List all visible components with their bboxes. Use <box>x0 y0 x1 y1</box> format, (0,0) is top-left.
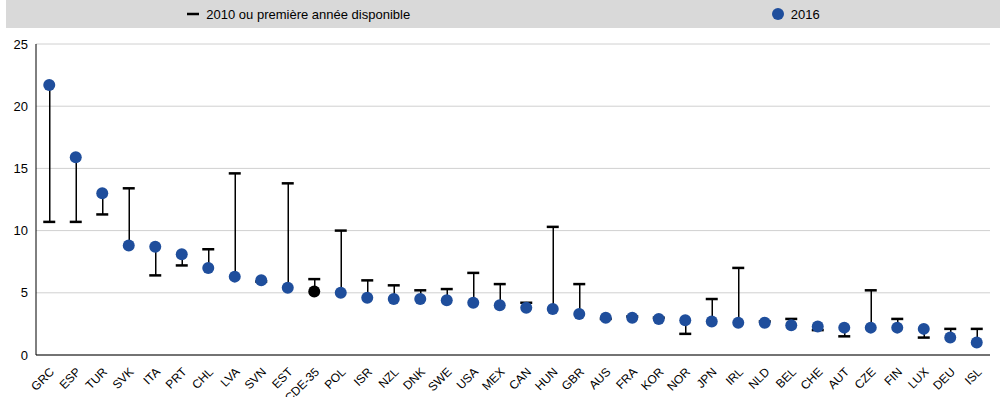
svg-text:DEU: DEU <box>930 365 958 393</box>
svg-text:ITA: ITA <box>141 365 163 387</box>
svg-text:GRC: GRC <box>28 365 57 394</box>
svg-text:15: 15 <box>14 161 28 176</box>
svg-text:NLD: NLD <box>746 365 773 392</box>
svg-text:JPN: JPN <box>694 365 720 391</box>
svg-text:NOR: NOR <box>664 365 693 394</box>
svg-text:CHL: CHL <box>189 365 216 392</box>
svg-text:AUT: AUT <box>825 364 852 391</box>
svg-text:MEX: MEX <box>479 365 507 393</box>
html-text:2010 ou première année disponi: 2010 ou première année disponible <box>206 6 411 22</box>
svg-text:CHE: CHE <box>798 365 826 393</box>
svg-text:IRL: IRL <box>723 365 746 388</box>
svg-text:SVK: SVK <box>110 365 137 392</box>
svg-text:ESP: ESP <box>57 365 84 392</box>
svg-text:20: 20 <box>14 99 28 114</box>
svg-text:ISL: ISL <box>962 365 985 388</box>
svg-text:10: 10 <box>14 223 28 238</box>
svg-text:25: 25 <box>14 37 28 52</box>
svg-text:HUN: HUN <box>532 365 560 393</box>
svg-text:NZL: NZL <box>376 365 402 391</box>
svg-text:BEL: BEL <box>773 365 799 391</box>
svg-text:FRA: FRA <box>613 365 640 392</box>
svg-text:USA: USA <box>454 365 481 392</box>
svg-text:PRT: PRT <box>163 364 190 391</box>
svg-text:ISR: ISR <box>351 365 375 389</box>
svg-text:TUR: TUR <box>83 365 111 393</box>
svg-text:LUX: LUX <box>905 365 931 391</box>
svg-text:DNK: DNK <box>400 365 428 393</box>
svg-text:5: 5 <box>21 285 28 300</box>
svg-text:SWE: SWE <box>425 365 454 394</box>
svg-text:0: 0 <box>21 348 28 363</box>
html-text:2016: 2016 <box>790 6 820 22</box>
svg-text:OCDE-35: OCDE-35 <box>275 365 322 397</box>
svg-text:KOR: KOR <box>638 365 667 394</box>
svg-text:CAN: CAN <box>506 365 534 393</box>
svg-text:FIN: FIN <box>881 365 905 389</box>
svg-text:SVN: SVN <box>242 365 269 392</box>
svg-text:EST: EST <box>269 364 296 392</box>
svg-text:LVA: LVA <box>218 365 243 390</box>
svg-text:AUS: AUS <box>586 365 613 392</box>
svg-text:CZE: CZE <box>852 365 879 392</box>
svg-text:GBR: GBR <box>559 365 588 394</box>
svg-text:POL: POL <box>322 365 349 392</box>
